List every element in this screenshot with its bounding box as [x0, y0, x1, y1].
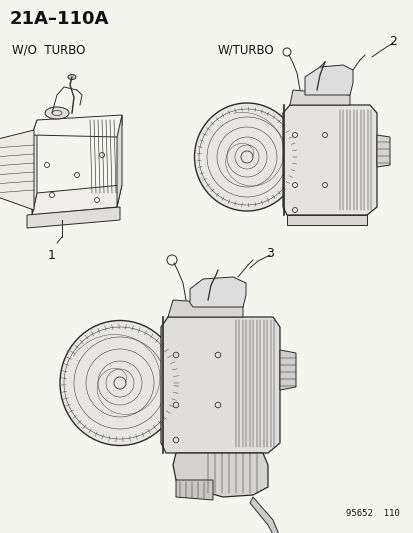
Polygon shape [32, 120, 37, 215]
Ellipse shape [60, 320, 180, 446]
Polygon shape [168, 300, 242, 317]
Polygon shape [32, 185, 122, 215]
Text: W/TURBO: W/TURBO [218, 43, 274, 56]
Ellipse shape [45, 107, 69, 119]
Polygon shape [173, 453, 267, 497]
Polygon shape [32, 115, 122, 137]
Polygon shape [190, 277, 245, 307]
Polygon shape [282, 105, 376, 215]
Polygon shape [304, 65, 352, 95]
Polygon shape [279, 350, 295, 390]
Polygon shape [27, 207, 120, 228]
Polygon shape [161, 317, 279, 453]
Polygon shape [286, 215, 366, 225]
Polygon shape [376, 135, 389, 167]
Polygon shape [289, 90, 349, 105]
Ellipse shape [194, 103, 299, 211]
Ellipse shape [68, 75, 76, 79]
Polygon shape [117, 115, 122, 207]
Text: W/O  TURBO: W/O TURBO [12, 43, 85, 56]
Text: 2: 2 [388, 35, 396, 47]
Polygon shape [249, 497, 279, 533]
Polygon shape [176, 480, 212, 500]
Text: 1: 1 [48, 248, 56, 262]
Text: 95652  110: 95652 110 [345, 509, 399, 518]
Text: 3: 3 [266, 246, 273, 260]
Text: 21A–110A: 21A–110A [10, 10, 109, 28]
Polygon shape [0, 130, 34, 210]
